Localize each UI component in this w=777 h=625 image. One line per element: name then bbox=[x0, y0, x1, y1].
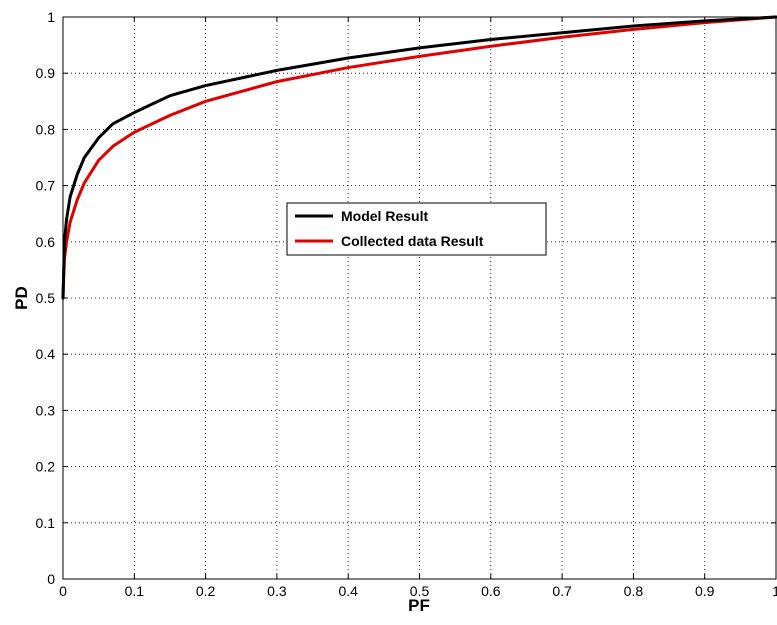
y-tick-label: 0.7 bbox=[36, 178, 56, 194]
y-tick-label: 0.4 bbox=[36, 346, 56, 362]
y-tick-label: 0 bbox=[47, 571, 55, 587]
x-tick-label: 0.6 bbox=[481, 583, 501, 599]
legend-box bbox=[286, 202, 547, 256]
y-tick-label: 1 bbox=[47, 9, 55, 25]
x-axis-label: PF bbox=[408, 596, 430, 615]
y-tick-label: 0.6 bbox=[36, 234, 56, 250]
y-tick-label: 0.5 bbox=[36, 290, 56, 306]
x-tick-label: 0.2 bbox=[196, 583, 216, 599]
y-tick-label: 0.3 bbox=[36, 402, 56, 418]
x-tick-label: 0 bbox=[59, 583, 67, 599]
legend-label-collected: Collected data Result bbox=[341, 233, 484, 249]
grid bbox=[63, 17, 776, 579]
legend-label-model: Model Result bbox=[341, 208, 428, 224]
y-axis-label: PD bbox=[12, 286, 31, 310]
y-tick-label: 0.1 bbox=[36, 515, 56, 531]
series-line-collected-data-result bbox=[61, 15, 777, 300]
series-line-model-result bbox=[61, 15, 777, 300]
x-tick-label: 0.3 bbox=[267, 583, 287, 599]
x-tick-label: 0.4 bbox=[338, 583, 358, 599]
x-tick-label: 0.8 bbox=[624, 583, 644, 599]
plot-frame bbox=[62, 16, 777, 580]
x-tick-label: 0.7 bbox=[552, 583, 572, 599]
series-lines bbox=[61, 15, 777, 300]
x-tick-label: 0.9 bbox=[695, 583, 715, 599]
x-tick-label: 0.5 bbox=[410, 583, 430, 599]
x-tick-label: 1 bbox=[772, 583, 777, 599]
y-tick-label: 0.8 bbox=[36, 121, 56, 137]
x-tick-label: 0.1 bbox=[125, 583, 145, 599]
legend: Model Result Collected data Result bbox=[286, 202, 547, 256]
y-ticks: 0 0.1 0.2 0.3 0.4 0.5 0.6 0.7 0.8 0.9 1 bbox=[36, 9, 776, 587]
y-tick-label: 0.2 bbox=[36, 459, 56, 475]
y-tick-label: 0.9 bbox=[36, 65, 56, 81]
